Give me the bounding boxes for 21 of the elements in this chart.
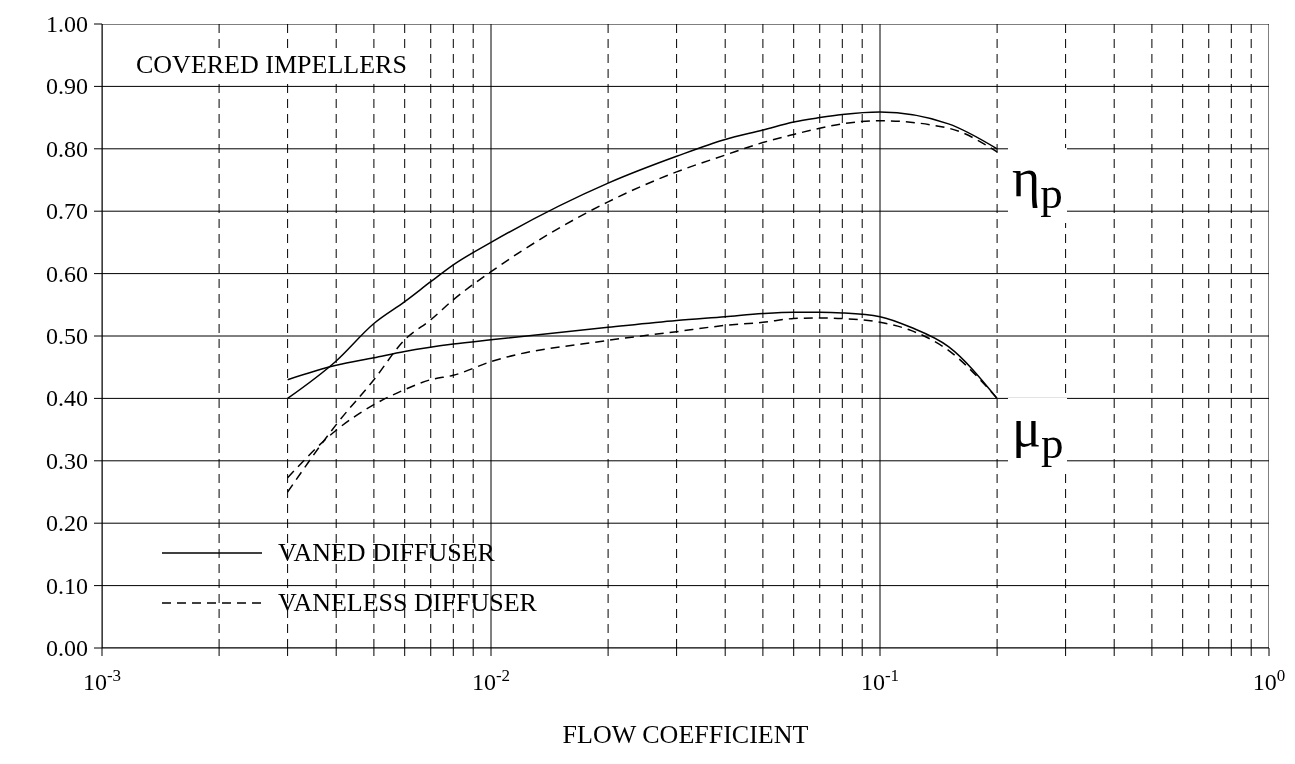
- x-axis-title: FLOW COEFFICIENT: [562, 720, 809, 749]
- y-tick-label: 0.80: [46, 135, 88, 162]
- x-tick-label: 10$^{-3}$: [82, 665, 122, 695]
- legend-label: VANELESS DIFFUSER: [278, 587, 537, 619]
- x-tick-label: 10$^{0}$: [1252, 665, 1286, 695]
- x-tick-label: 10$^{-2}$: [471, 665, 511, 695]
- annotation: μ$_{p}$: [1008, 398, 1068, 473]
- x-tick-label: 10$^{-1}$: [860, 665, 900, 695]
- y-tick-label: 0.20: [46, 510, 88, 537]
- y-tick-label: 0.30: [46, 447, 88, 474]
- y-tick-label: 0.90: [46, 73, 88, 100]
- y-tick-label: 1.00: [46, 11, 88, 37]
- annotation: COVERED IMPELLERS: [130, 50, 413, 80]
- y-tick-label: 0.00: [46, 635, 88, 661]
- y-tick-label: 0.50: [46, 323, 88, 349]
- y-tick-label: 0.10: [46, 572, 88, 599]
- y-tick-label: 0.40: [46, 385, 88, 412]
- y-tick-label: 0.70: [46, 198, 88, 225]
- annotation: η$_{p}$: [1008, 148, 1067, 223]
- y-tick-label: 0.60: [46, 260, 88, 287]
- legend-label: VANED DIFFUSER: [278, 537, 495, 569]
